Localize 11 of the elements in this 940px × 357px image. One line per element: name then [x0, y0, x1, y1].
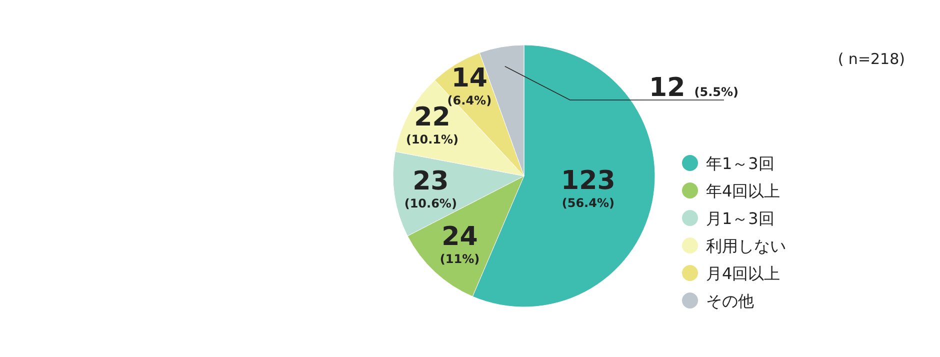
legend-label: 月4回以上 — [706, 264, 780, 283]
data-label: 23 (10.6%) — [404, 166, 457, 211]
data-label: 123 (56.4%) — [561, 166, 616, 210]
text: ( n=218) — [838, 50, 905, 68]
legend-label: その他 — [706, 292, 754, 310]
legend-label: 年1～3回 — [706, 154, 774, 173]
data-label: 24 (11%) — [440, 222, 480, 266]
data-label: 12 (5.5%) — [649, 73, 738, 103]
legend-label: 利用しない — [706, 236, 786, 256]
legend-label: 年4回以上 — [706, 182, 780, 200]
legend-label: 月1～3回 — [706, 209, 774, 228]
